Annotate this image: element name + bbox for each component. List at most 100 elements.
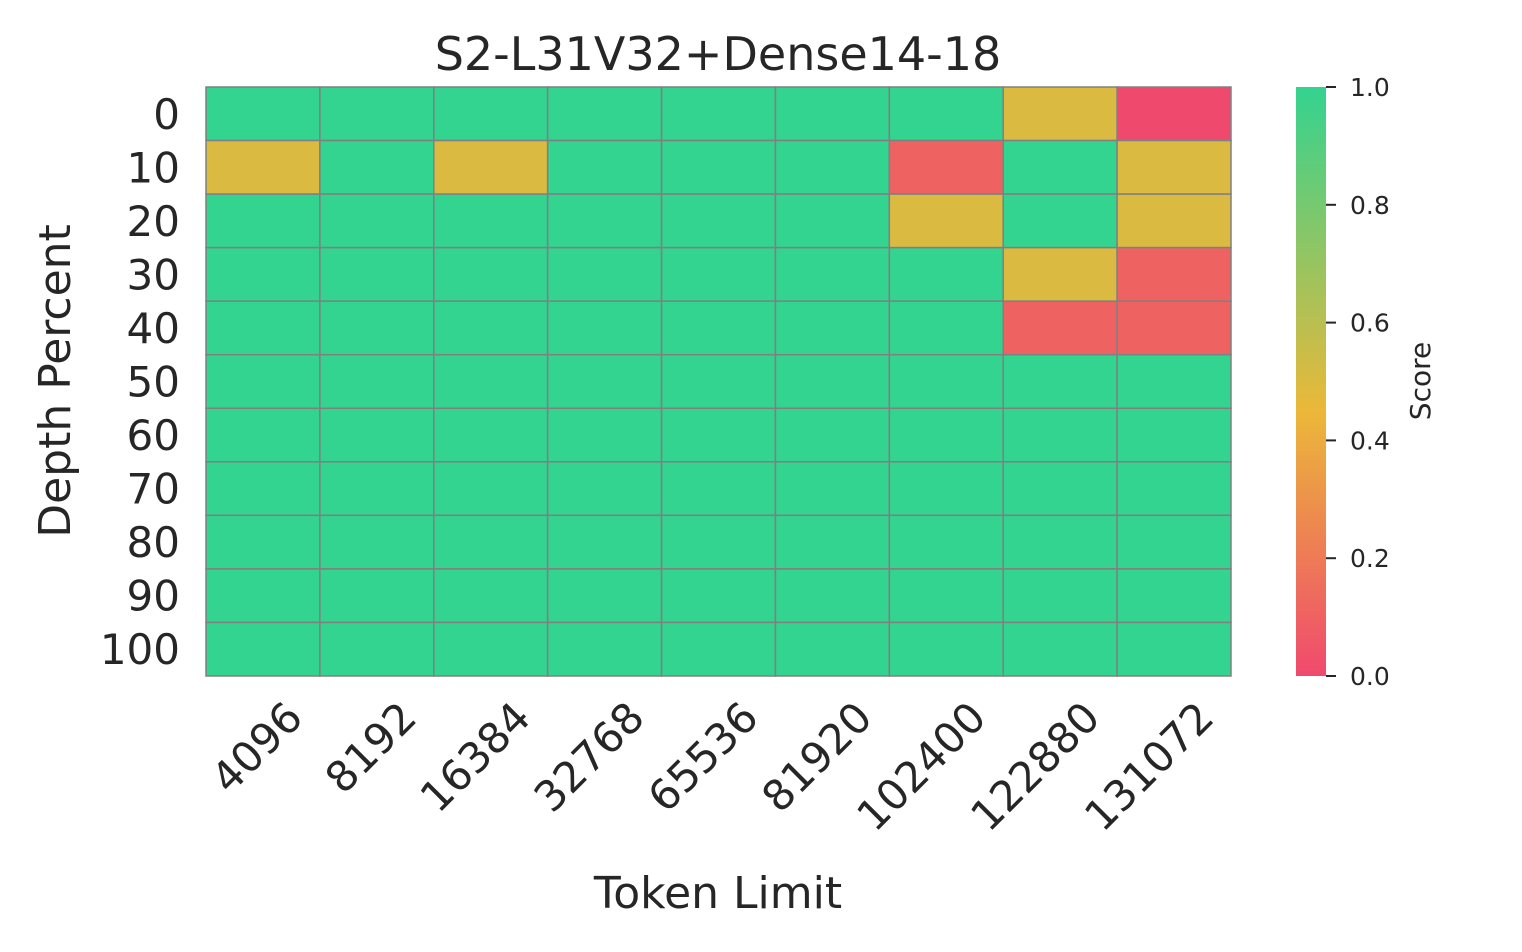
heatmap-cell	[1002, 568, 1118, 624]
heatmap-cell	[660, 514, 777, 570]
y-tick-label: 10	[127, 143, 180, 192]
heatmap-cell	[660, 568, 777, 624]
heatmap-cell	[888, 353, 1004, 410]
heatmap-cell	[1116, 193, 1232, 249]
heatmap-cell	[546, 246, 663, 302]
heatmap-cell	[1002, 514, 1118, 570]
colorbar-tick-label: 0.8	[1350, 191, 1390, 220]
x-tick-label: 65536	[638, 692, 767, 821]
heatmap-cell	[1002, 353, 1118, 410]
heatmap-cell	[546, 621, 663, 677]
heatmap-cell	[774, 621, 891, 677]
heatmap-cell	[319, 568, 435, 624]
heatmap-cell	[546, 300, 663, 356]
colorbar-tick-label: 0.4	[1350, 426, 1390, 455]
heatmap-cell	[1116, 514, 1232, 570]
heatmap-cell	[319, 461, 435, 517]
heatmap-cell	[1116, 139, 1232, 195]
y-tick-label: 0	[153, 90, 180, 139]
heatmap-cell	[1116, 407, 1232, 463]
heatmap-cell	[888, 86, 1004, 142]
heatmap-cell	[888, 193, 1004, 249]
colorbar-label: Score	[1404, 342, 1437, 420]
heatmap-cell	[1002, 193, 1118, 249]
heatmap-cell	[319, 246, 435, 302]
heatmap-cell	[546, 568, 663, 624]
heatmap-cell	[888, 568, 1004, 624]
heatmap-cell	[1116, 246, 1232, 302]
colorbar-tick-label: 1.0	[1350, 73, 1390, 102]
heatmap-cell	[546, 353, 663, 410]
heatmap-cell	[1116, 353, 1232, 410]
heatmap-cell	[205, 568, 321, 624]
colorbar-tick-label: 0.2	[1350, 544, 1390, 573]
heatmap-cell	[660, 86, 777, 142]
heatmap-cell	[205, 407, 321, 463]
y-tick-label: 90	[127, 572, 180, 621]
heatmap-cell	[774, 407, 891, 463]
heatmap-cell	[1116, 621, 1232, 677]
heatmap-cell	[433, 246, 549, 302]
heatmap-cell	[319, 193, 435, 249]
heatmap-cell	[205, 300, 321, 356]
heatmap-cell	[774, 300, 891, 356]
heatmap-cell	[433, 86, 549, 142]
heatmap-cell	[205, 621, 321, 677]
heatmap-cell	[205, 461, 321, 517]
x-tick-label: 131072	[1075, 692, 1223, 840]
y-tick-label: 40	[127, 304, 180, 353]
y-tick-label: 100	[100, 625, 180, 674]
x-axis-label: Token Limit	[593, 868, 842, 919]
heatmap-cell	[1002, 407, 1118, 463]
heatmap-cell	[433, 568, 549, 624]
heatmap-cell	[433, 193, 549, 249]
heatmap-cell	[774, 139, 891, 195]
colorbar-tick-label: 0.0	[1350, 662, 1390, 691]
heatmap-cell	[888, 461, 1004, 517]
heatmap-cell	[1116, 568, 1232, 624]
heatmap-cell	[1002, 461, 1118, 517]
heatmap-cell	[888, 139, 1004, 195]
heatmap-cell	[660, 461, 777, 517]
heatmap-cell	[660, 353, 777, 410]
heatmap-cell	[546, 139, 663, 195]
heatmap-cell	[546, 407, 663, 463]
heatmap-cell	[660, 407, 777, 463]
y-tick-label: 30	[127, 250, 180, 299]
heatmap-cell	[888, 407, 1004, 463]
heatmap-cell	[205, 139, 321, 195]
heatmap-cell	[433, 300, 549, 356]
heatmap-cell	[546, 86, 663, 142]
heatmap-cell	[1116, 461, 1232, 517]
heatmap-cell	[1116, 300, 1232, 356]
heatmap-cell	[774, 246, 891, 302]
heatmap-cell	[660, 621, 777, 677]
colorbar	[1296, 87, 1326, 676]
heatmap-cell	[774, 514, 891, 570]
heatmap-cell	[205, 86, 321, 142]
heatmap-cell	[319, 300, 435, 356]
heatmap-cell	[433, 353, 549, 410]
heatmap-cell	[319, 621, 435, 677]
heatmap-cell	[888, 621, 1004, 677]
heatmap-cell	[888, 300, 1004, 356]
heatmap-cell	[433, 139, 549, 195]
heatmap-cell	[660, 246, 777, 302]
heatmap-cell	[1002, 300, 1118, 356]
heatmap-cell	[1116, 86, 1232, 142]
heatmap-cells	[205, 86, 1232, 677]
heatmap-cell	[319, 139, 435, 195]
heatmap-cell	[546, 514, 663, 570]
heatmap-cell	[1002, 139, 1118, 195]
heatmap-cell	[1002, 621, 1118, 677]
heatmap-cell	[660, 300, 777, 356]
y-tick-label: 50	[127, 358, 180, 407]
y-tick-label: 60	[127, 411, 180, 460]
heatmap-cell	[433, 621, 549, 677]
heatmap-cell	[660, 139, 777, 195]
heatmap-cell	[546, 193, 663, 249]
x-tick-label: 32768	[525, 692, 654, 821]
heatmap-cell	[433, 514, 549, 570]
heatmap-cell	[888, 246, 1004, 302]
x-tick-labels: 4096 819216384327686553681920102400122880…	[202, 692, 1223, 840]
